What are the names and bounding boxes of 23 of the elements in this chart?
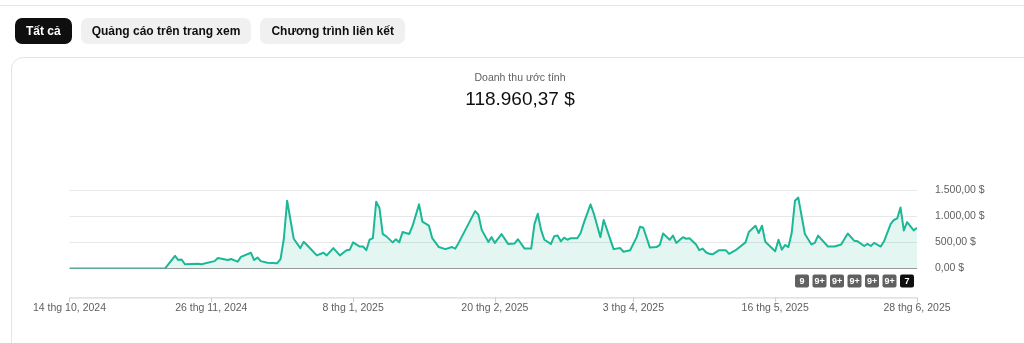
text: 9+ [884, 275, 895, 286]
text: 9 [799, 275, 805, 286]
y-tick-label: 1.000,00 $ [935, 209, 985, 222]
y-tick-label: 0,00 $ [935, 261, 965, 274]
x-tick-label: 20 thg 2, 2025 [461, 300, 529, 313]
text: Quảng cáo trên trang xem [80, 18, 252, 44]
x-tick-label: 8 thg 1, 2025 [322, 300, 384, 313]
chart-title: Doanh thu ước tính [473, 71, 567, 83]
x-tick-label: 16 thg 5, 2025 [741, 300, 809, 313]
y-tick-label: 500,00 $ [935, 235, 977, 248]
text: Tất cả [15, 18, 72, 44]
x-tick-label: 3 thg 4, 2025 [602, 300, 665, 313]
text: 9+ [866, 275, 878, 286]
x-tick-label: 14 thg 10, 2024 [33, 300, 107, 313]
x-tick-label: 26 thg 11, 2024 [175, 300, 248, 313]
text: 9+ [814, 275, 825, 286]
chart-subtitle: 118.960,37 $ [464, 88, 576, 110]
x-tick-label: 28 thg 6, 2025 [883, 300, 951, 313]
text: 9+ [831, 275, 843, 286]
text: 7 [904, 275, 910, 286]
text: Chương trình liên kết [260, 18, 405, 44]
text: 9+ [849, 275, 860, 286]
y-tick-label: 1.500,00 $ [935, 183, 985, 196]
